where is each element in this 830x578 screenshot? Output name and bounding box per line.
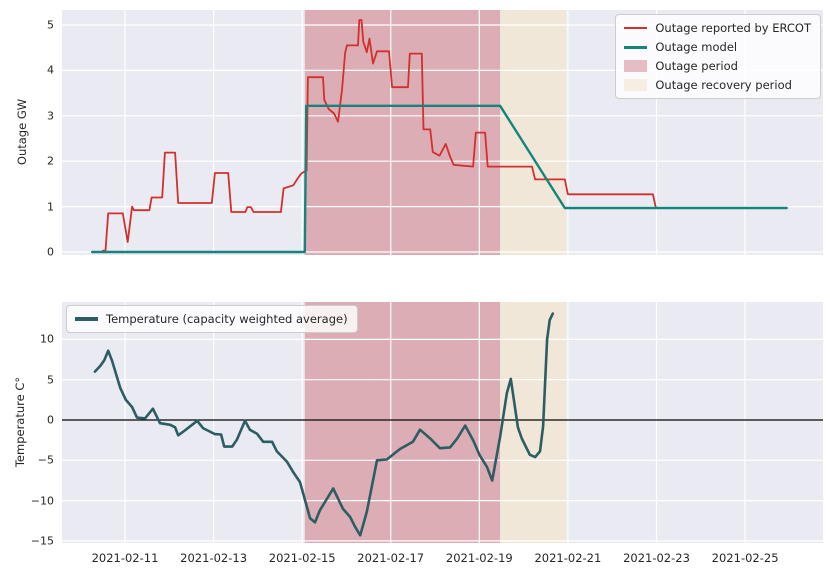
- legend-label: Temperature (capacity weighted average): [106, 312, 348, 326]
- y-tick-label: 0: [47, 245, 54, 259]
- temperature-capacity-weighted-average-swatch-icon: [75, 317, 98, 321]
- band-outage-period: [304, 10, 501, 255]
- y-tick-label: 1: [47, 200, 54, 214]
- legend-item-outage-model: Outage model: [624, 39, 811, 55]
- y-tick-label: 3: [47, 109, 54, 123]
- x-tick-label: 2021-02-17: [357, 551, 425, 565]
- outage-reported-by-ercot-swatch-icon: [624, 27, 648, 29]
- legend-label: Outage period: [655, 59, 738, 73]
- legend-item-outage-reported-by-ercot: Outage reported by ERCOT: [624, 20, 811, 36]
- x-tick-label: 2021-02-15: [268, 551, 336, 565]
- y-tick-label: −5: [37, 453, 54, 467]
- legend-label: Outage model: [655, 40, 738, 54]
- y-tick-label: 5: [47, 18, 54, 32]
- x-tick-label: 2021-02-23: [623, 551, 690, 565]
- y-tick-label: 0: [47, 413, 54, 427]
- x-tick-label: 2021-02-25: [711, 551, 779, 565]
- band-outage-recovery-period: [500, 10, 566, 255]
- legend-item-outage-recovery-period: Outage recovery period: [624, 77, 811, 93]
- legend-item-temperature-capacity-weighted-average: Temperature (capacity weighted average): [75, 311, 348, 327]
- y-tick-label: −15: [30, 534, 54, 548]
- x-tick-label: 2021-02-21: [534, 551, 602, 565]
- y-tick-label: 5: [47, 373, 54, 387]
- temperature-legend: Temperature (capacity weighted average): [66, 305, 358, 333]
- y-tick-label: −10: [30, 494, 54, 508]
- y-tick-label: 2: [47, 154, 54, 168]
- outage-legend: Outage reported by ERCOT Outage model Outa…: [615, 14, 821, 99]
- x-tick-label: 2021-02-11: [91, 551, 159, 565]
- series-line-temperature-capacity-weighted-average: [93, 312, 555, 537]
- x-tick-label: 2021-02-19: [445, 551, 513, 565]
- y-tick-label: 10: [40, 332, 54, 346]
- legend-item-outage-period: Outage period: [624, 58, 811, 74]
- legend-label: Outage reported by ERCOT: [655, 21, 811, 35]
- outage-model-swatch-icon: [624, 45, 648, 49]
- band-outage-period: [304, 302, 501, 543]
- legend-label: Outage recovery period: [655, 78, 792, 92]
- y-tick-label: 4: [47, 63, 54, 77]
- outage-period-swatch-icon: [624, 60, 648, 72]
- band-outage-recovery-period: [500, 302, 566, 543]
- series-line-outage-model: [90, 104, 788, 254]
- x-tick-label: 2021-02-13: [180, 551, 248, 565]
- outage-recovery-period-swatch-icon: [624, 79, 648, 91]
